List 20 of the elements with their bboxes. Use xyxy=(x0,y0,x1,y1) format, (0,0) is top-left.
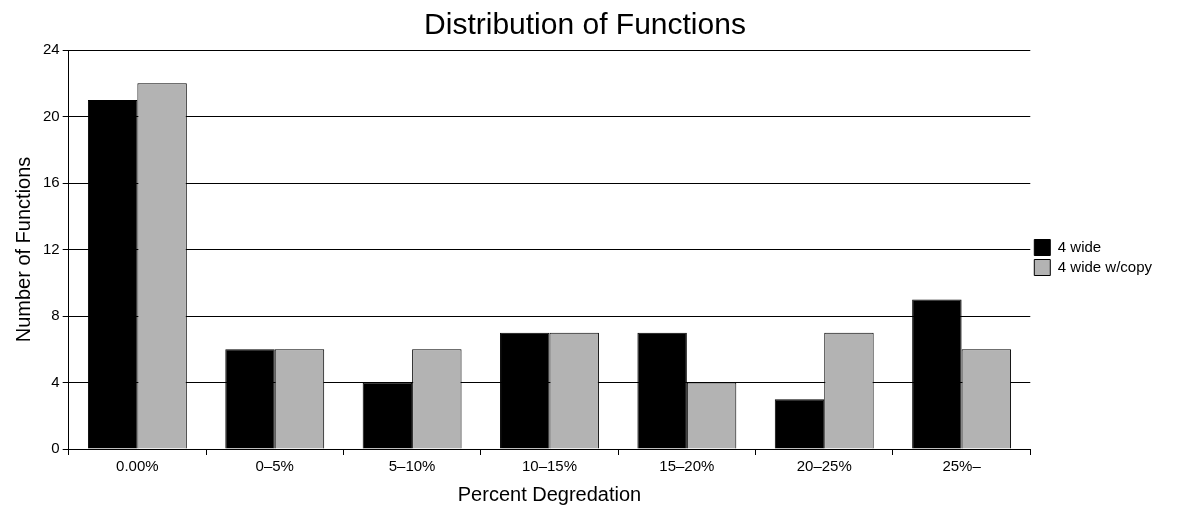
x-tick-label: 20–25% xyxy=(796,457,852,475)
x-tick-label: 0–5% xyxy=(255,457,294,475)
x-tick-label: 25%– xyxy=(942,457,982,475)
y-tick-label: 4 xyxy=(51,372,60,390)
x-axis-title: Percent Degredation xyxy=(457,482,642,505)
x-tick-label: 5–10% xyxy=(388,457,436,475)
y-tick-label: 8 xyxy=(51,306,60,324)
x-tick-label: 15–20% xyxy=(659,457,715,475)
chart-title: Distribution of Functions xyxy=(424,7,746,41)
x-tick-label: 10–15% xyxy=(521,457,578,475)
y-tick-label: 20 xyxy=(43,106,60,124)
y-tick-label: 24 xyxy=(43,40,60,58)
bar xyxy=(774,399,825,449)
legend-label: 4 wide w/copy xyxy=(1057,257,1153,275)
x-tick-label: 0.00% xyxy=(116,457,159,475)
y-tick-label: 12 xyxy=(43,239,60,257)
y-tick-label: 16 xyxy=(43,173,60,191)
y-axis-title: Number of Functions xyxy=(11,156,34,343)
legend-label: 4 wide xyxy=(1057,237,1102,255)
y-tick-label: 0 xyxy=(51,439,60,457)
